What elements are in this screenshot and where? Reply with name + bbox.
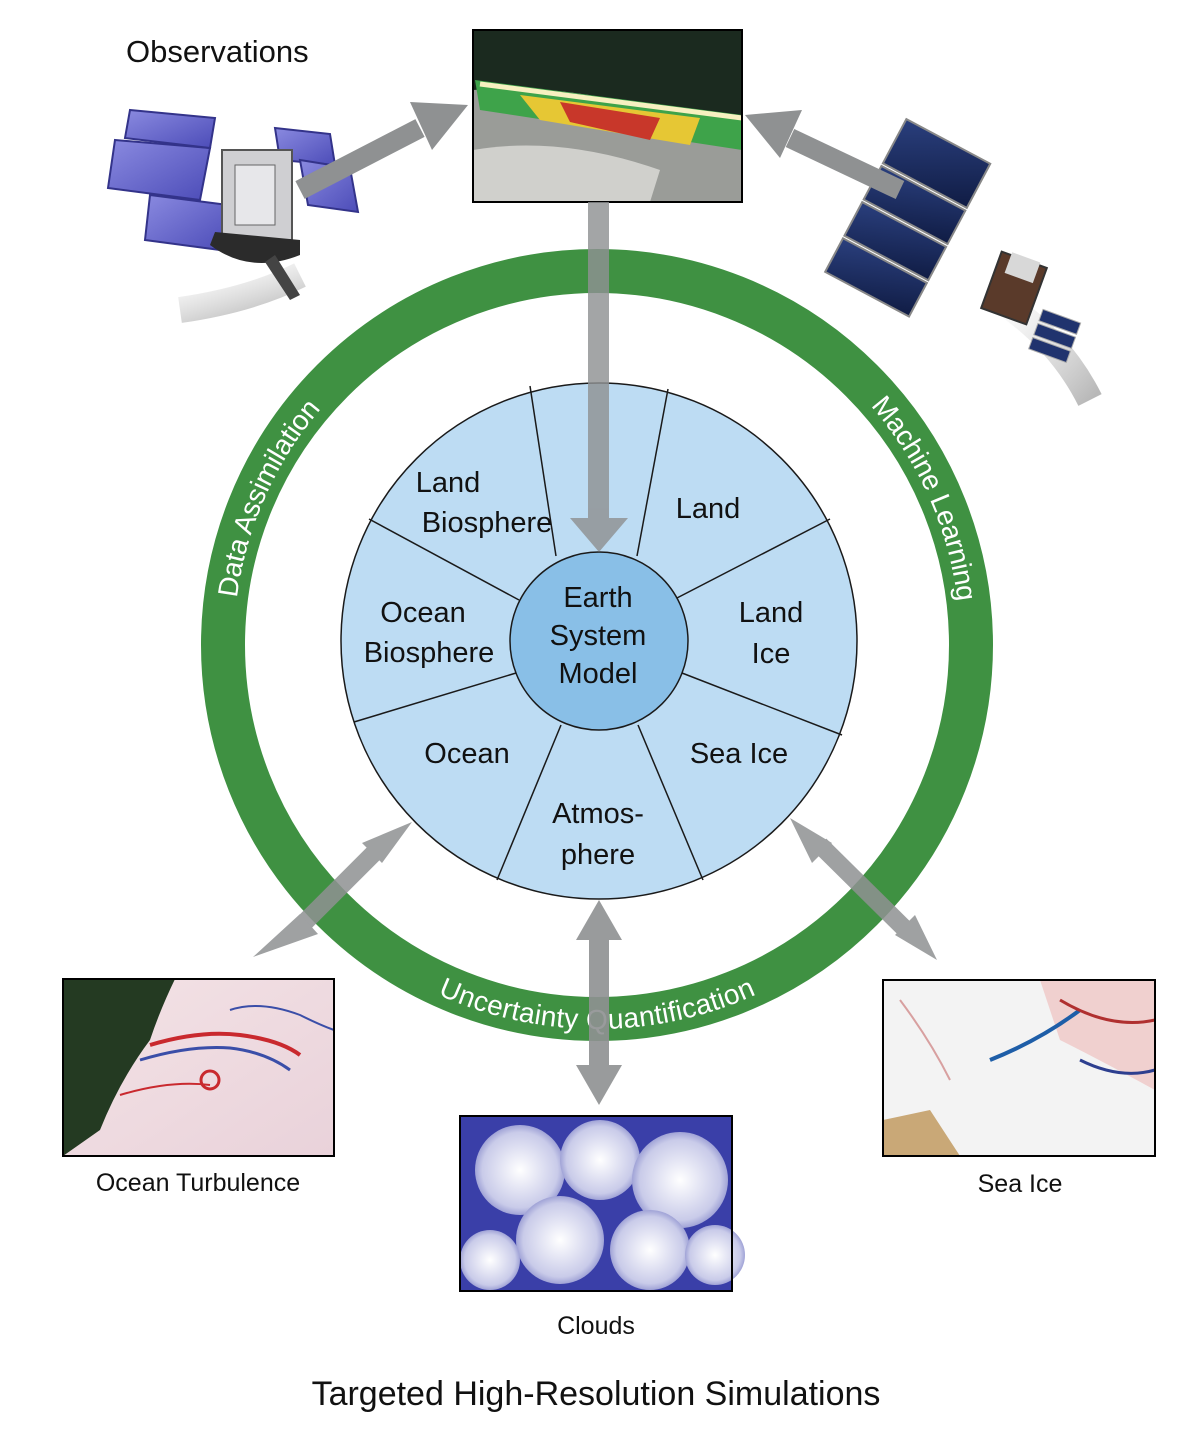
wheel-dividers: [353, 385, 843, 881]
satellite-arrow-right: [745, 110, 905, 200]
left-satellite-image: [106, 108, 360, 323]
observations-label: Observations: [126, 34, 309, 69]
segment-label-ocean: Ocean: [424, 738, 509, 770]
segment-label-land-biosphere-2: Biosphere: [422, 507, 553, 539]
sea-ice-image: [882, 979, 1156, 1157]
clouds-image: [459, 1115, 745, 1292]
observation-to-model-arrow: [570, 202, 628, 552]
observation-earth-image: [472, 29, 743, 203]
satellite-arrow-left: [295, 102, 468, 199]
segment-label-atmosphere-1: Atmos-: [552, 798, 644, 830]
caption-sea-ice: Sea Ice: [978, 1170, 1063, 1198]
segment-label-ocean-biosphere-2: Biosphere: [364, 637, 495, 669]
ocean-turbulence-image: [62, 978, 335, 1157]
caption-ocean-turbulence: Ocean Turbulence: [96, 1169, 300, 1197]
center-label-line3: Model: [559, 658, 638, 690]
footer-title: Targeted High-Resolution Simulations: [312, 1375, 881, 1413]
center-label-line2: System: [550, 620, 647, 652]
segment-label-sea-ice: Sea Ice: [690, 738, 788, 770]
segment-label-land-ice-1: Land: [739, 597, 804, 629]
segment-label-atmosphere-2: phere: [561, 839, 635, 871]
ocean-turbulence-arrow: [253, 822, 412, 957]
sea-ice-arrow: [790, 818, 937, 960]
ring-label-machine-learning: Machine Learning: [866, 390, 982, 603]
right-satellite-image: [823, 117, 1102, 406]
clouds-arrow: [576, 900, 622, 1105]
caption-clouds: Clouds: [557, 1312, 635, 1340]
segment-label-land: Land: [676, 493, 741, 525]
segment-label-land-ice-2: Ice: [752, 638, 791, 670]
center-label-line1: Earth: [563, 582, 632, 614]
segment-label-land-biosphere-1: Land: [416, 467, 481, 499]
segment-label-ocean-biosphere-1: Ocean: [380, 597, 465, 629]
